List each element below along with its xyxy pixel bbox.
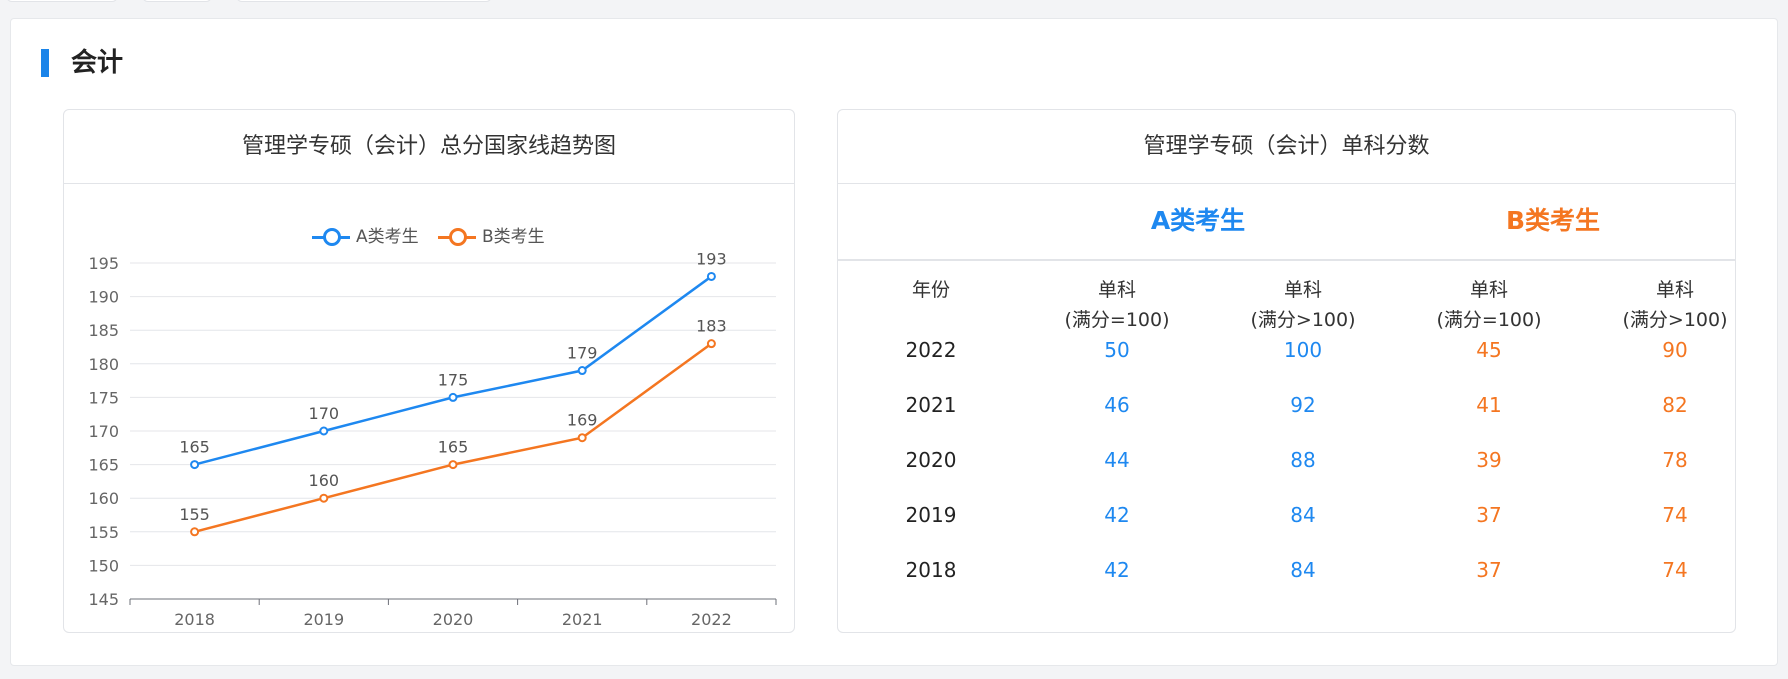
cell-a-100: 46 — [1104, 393, 1130, 417]
data-label: 183 — [696, 317, 727, 336]
single-subject-title: 管理学专硕（会计）单科分数 — [838, 110, 1735, 184]
cell-a-100: 50 — [1104, 338, 1130, 362]
data-point — [448, 460, 458, 470]
y-tick-label: 145 — [88, 590, 119, 609]
y-tick-label: 155 — [88, 523, 119, 542]
cell-b-100: 37 — [1476, 558, 1502, 582]
y-tick-label: 170 — [88, 422, 119, 441]
cell-b-100: 37 — [1476, 503, 1502, 527]
data-label: 179 — [567, 344, 598, 363]
cell-year: 2021 — [905, 393, 957, 417]
col-header-a-gt100-line2: (满分>100) — [1250, 309, 1356, 331]
col-header-b-100: 单科 (满分=100) — [1396, 275, 1582, 335]
col-header-a-100-line1: 单科 — [1097, 279, 1136, 301]
y-tick-label: 150 — [88, 556, 119, 575]
x-tick-label: 2019 — [303, 610, 344, 629]
col-header-a-100-line2: (满分=100) — [1064, 309, 1170, 331]
col-header-year: 年份 — [838, 275, 1024, 305]
cell-a-gt100: 100 — [1283, 338, 1323, 362]
data-label: 155 — [179, 505, 210, 524]
cell-year: 2022 — [905, 338, 957, 362]
cell-b-100: 45 — [1476, 338, 1502, 362]
y-tick-label: 165 — [88, 456, 119, 475]
top-tab-3[interactable] — [236, 0, 492, 2]
data-point — [190, 460, 200, 470]
cell-b-100: 39 — [1476, 448, 1502, 472]
top-tab-2[interactable] — [142, 0, 212, 2]
cell-a-gt100: 84 — [1290, 558, 1316, 582]
cell-b-gt100: 82 — [1662, 393, 1688, 417]
col-header-b-gt100-line1: 单科 — [1655, 279, 1694, 301]
x-tick-label: 2020 — [433, 610, 474, 629]
legend-label-b: B类考生 — [482, 227, 545, 247]
section-title: 会计 — [71, 48, 124, 78]
y-tick-label: 160 — [88, 489, 119, 508]
data-point — [577, 433, 587, 443]
col-header-b-100-line2: (满分=100) — [1436, 309, 1542, 331]
cell-a-100: 42 — [1104, 503, 1130, 527]
top-tab-1[interactable] — [6, 0, 118, 2]
cell-b-gt100: 78 — [1662, 448, 1688, 472]
y-tick-label: 190 — [88, 288, 119, 307]
cell-b-gt100: 90 — [1662, 338, 1688, 362]
data-label: 160 — [309, 471, 340, 490]
trend-chart-title: 管理学专硕（会计）总分国家线趋势图 — [64, 110, 794, 184]
data-label: 169 — [567, 411, 598, 430]
y-tick-label: 175 — [88, 388, 119, 407]
legend-marker-a — [323, 228, 341, 246]
cell-b-gt100: 74 — [1662, 503, 1688, 527]
line-chart: 145 150 155 160 165 170 175 180 185 190 195 2018 201… — [88, 249, 777, 629]
group-header-b: B类考生 — [1505, 206, 1601, 235]
cell-a-gt100: 88 — [1290, 448, 1316, 472]
y-tick-label: 195 — [88, 254, 119, 273]
table-header-divider — [838, 259, 1735, 261]
data-label: 193 — [696, 249, 727, 268]
cell-a-100: 44 — [1104, 448, 1130, 472]
legend-label-a: A类考生 — [356, 227, 419, 247]
x-tick-label: 2022 — [691, 610, 732, 629]
col-header-a-100: 单科 (满分=100) — [1024, 275, 1210, 335]
data-point — [319, 493, 329, 503]
section-accent-bar — [41, 49, 49, 77]
col-header-a-gt100: 单科 (满分>100) — [1210, 275, 1396, 335]
col-header-b-gt100: 单科 (满分>100) — [1582, 275, 1735, 335]
y-tick-label: 180 — [88, 355, 119, 374]
data-label: 170 — [309, 404, 340, 423]
cell-year: 2020 — [905, 448, 957, 472]
cell-b-100: 41 — [1476, 393, 1502, 417]
cell-b-gt100: 74 — [1662, 558, 1688, 582]
data-point — [190, 527, 200, 537]
data-point — [319, 426, 329, 436]
col-header-a-gt100-line1: 单科 — [1283, 279, 1322, 301]
cell-year: 2019 — [905, 503, 957, 527]
data-point — [448, 392, 458, 402]
cell-a-gt100: 84 — [1290, 503, 1316, 527]
cell-year: 2018 — [905, 558, 957, 582]
col-header-year-label: 年份 — [911, 279, 950, 301]
x-tick-label: 2018 — [174, 610, 215, 629]
trend-chart-card: 管理学专硕（会计）总分国家线趋势图 A类考生 B类考生 145 150 155 160… — [63, 109, 795, 633]
accounting-section: 会计 管理学专硕（会计）总分国家线趋势图 A类考生 B类考生 145 150 155… — [10, 18, 1778, 666]
cell-a-gt100: 92 — [1290, 393, 1316, 417]
data-point — [706, 339, 716, 349]
legend-marker-b — [449, 228, 467, 246]
data-point — [577, 366, 587, 376]
x-tick-label: 2021 — [562, 610, 603, 629]
single-subject-card: 管理学专硕（会计）单科分数 A类考生 B类考生 年份 单科 (满分=100) 单… — [837, 109, 1736, 633]
data-label: 165 — [438, 438, 469, 457]
col-header-b-100-line1: 单科 — [1469, 279, 1508, 301]
data-label: 165 — [179, 438, 210, 457]
group-header-a: A类考生 — [1150, 206, 1246, 235]
y-tick-label: 185 — [88, 321, 119, 340]
data-label: 175 — [438, 370, 469, 389]
data-point — [706, 271, 716, 281]
cell-a-100: 42 — [1104, 558, 1130, 582]
col-header-b-gt100-line2: (满分>100) — [1622, 309, 1728, 331]
